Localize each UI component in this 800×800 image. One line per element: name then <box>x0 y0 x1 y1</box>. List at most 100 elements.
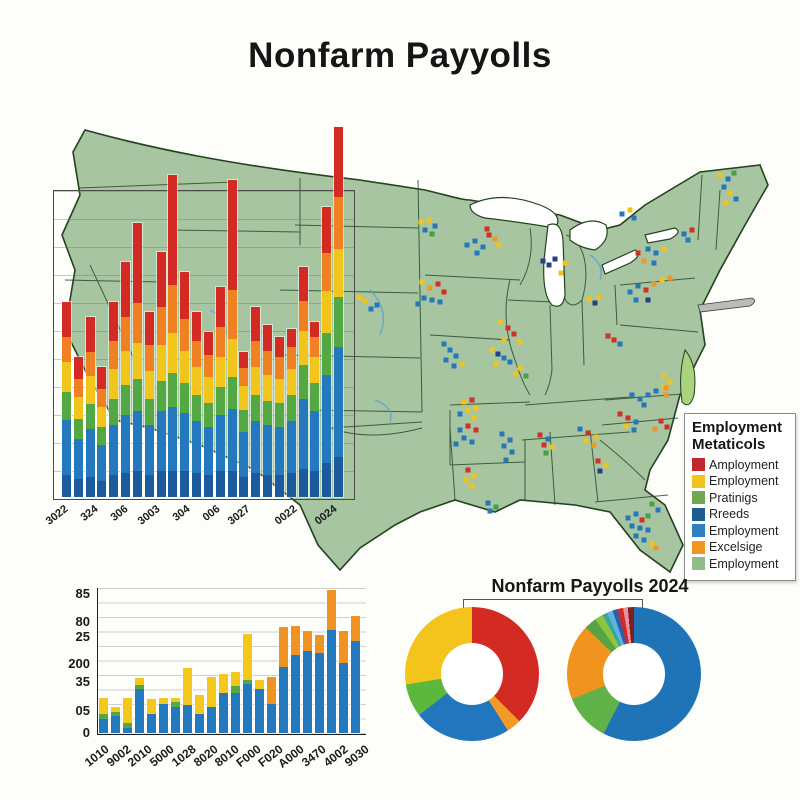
bar-segment-green <box>168 373 178 407</box>
scatter-dot <box>627 289 633 295</box>
bar-segment-navy <box>215 471 225 497</box>
bar-segment-orange <box>298 301 308 331</box>
scatter-dot <box>635 283 641 289</box>
bar-segment-yellow <box>159 698 168 704</box>
scatter-dot <box>552 256 558 262</box>
bar-segment-navy <box>180 471 190 497</box>
bar-segment-orange <box>303 631 312 651</box>
bar-segment-yellow <box>298 331 308 365</box>
scatter-dot <box>437 299 443 305</box>
legend-label: Amployment <box>709 457 779 472</box>
bar-segment-red <box>85 317 95 352</box>
bar-segment-red <box>322 207 332 253</box>
stacked-bar <box>147 699 156 733</box>
bar-segment-orange <box>168 285 178 333</box>
bar-segment-green <box>123 723 132 728</box>
bar-segment-green <box>111 712 120 716</box>
y-tick-label: 80 <box>75 614 90 629</box>
bar-segment-yellow <box>207 677 216 707</box>
scatter-dot <box>501 443 507 449</box>
legend-label: Employment <box>709 474 779 489</box>
stacked-bar <box>251 307 261 497</box>
bar-segment-blue <box>215 415 225 471</box>
bar-segment-red <box>121 262 131 317</box>
scatter-dot <box>537 432 543 438</box>
stacked-bar <box>286 329 296 497</box>
bar-segment-yellow <box>180 351 190 383</box>
legend-item: Employment <box>692 474 789 488</box>
scatter-dot <box>496 242 502 248</box>
legend-label: Rreeds <box>709 507 750 522</box>
stacked-bar <box>298 267 308 497</box>
bar-segment-red <box>298 267 308 301</box>
bar-segment-blue <box>62 420 71 475</box>
stacked-bar <box>183 668 192 733</box>
scatter-dot <box>362 298 368 304</box>
bar-segment-orange <box>310 337 320 357</box>
scatter-dot <box>649 541 655 547</box>
scatter-dot <box>723 200 729 206</box>
scatter-dot <box>586 296 592 302</box>
bar-segment-yellow <box>123 698 132 723</box>
stacked-bar <box>351 616 360 733</box>
map-scatter-points <box>356 170 739 551</box>
stacked-bar <box>339 631 348 733</box>
stacked-bar <box>334 127 344 497</box>
bar-segment-blue <box>339 663 348 733</box>
bar-segment-blue <box>334 347 344 457</box>
bar-segment-blue <box>315 653 324 733</box>
scatter-dot <box>629 392 635 398</box>
scatter-dot <box>501 355 507 361</box>
bar-segment-yellow <box>147 699 156 714</box>
bar-segment-blue <box>251 421 261 473</box>
scatter-dot <box>511 331 517 337</box>
bar-segment-yellow <box>168 333 178 373</box>
scatter-dot <box>727 190 733 196</box>
scatter-dot <box>596 294 602 300</box>
scatter-dot <box>540 258 546 264</box>
scatter-dot <box>461 399 467 405</box>
bar-segment-yellow <box>286 369 296 395</box>
bar-segment-navy <box>239 477 249 497</box>
bar-segment-navy <box>132 471 142 497</box>
legend-label: Pratinigs <box>709 490 758 505</box>
bar-segment-orange <box>85 352 95 376</box>
bar-segment-red <box>132 223 142 303</box>
bar-segment-green <box>322 333 332 375</box>
bar-segment-yellow <box>274 379 284 403</box>
legend-title: Employment Metaticols <box>692 419 783 453</box>
bar-segment-green <box>135 685 144 689</box>
bar-segment-green <box>132 379 142 411</box>
scatter-dot <box>546 262 552 268</box>
bar-segment-blue <box>255 689 264 733</box>
scatter-dot <box>368 306 374 312</box>
bar-segment-orange <box>263 351 273 375</box>
bar-segment-navy <box>109 475 119 497</box>
bar-segment-orange <box>121 317 131 351</box>
bar-segment-red <box>97 367 107 389</box>
y-tick-label: 25 <box>75 629 90 644</box>
scatter-dot <box>464 242 470 248</box>
bar-segment-blue <box>263 425 273 475</box>
stacked-bar <box>85 317 95 497</box>
scatter-dot <box>457 411 463 417</box>
scatter-dot <box>469 397 475 403</box>
donut-chart-title: Nonfarm Payyolls 2024 <box>491 576 689 596</box>
scatter-dot <box>549 444 555 450</box>
stacked-bar <box>135 678 144 733</box>
scatter-dot <box>667 275 673 281</box>
bar-segment-orange <box>239 368 249 386</box>
scatter-dot <box>637 396 643 402</box>
bar-segment-red <box>73 357 83 379</box>
bar-segment-blue <box>180 413 190 471</box>
bar-segment-green <box>239 410 249 432</box>
bar-segment-yellow <box>109 369 119 399</box>
bar-segment-orange <box>144 345 154 371</box>
bar-segment-yellow <box>322 291 332 333</box>
bar-segment-green <box>298 365 308 399</box>
bar-segment-blue <box>286 421 296 473</box>
bar-segment-blue <box>132 411 142 471</box>
bar-segment-orange <box>351 616 360 641</box>
bar-segment-yellow <box>215 357 225 387</box>
